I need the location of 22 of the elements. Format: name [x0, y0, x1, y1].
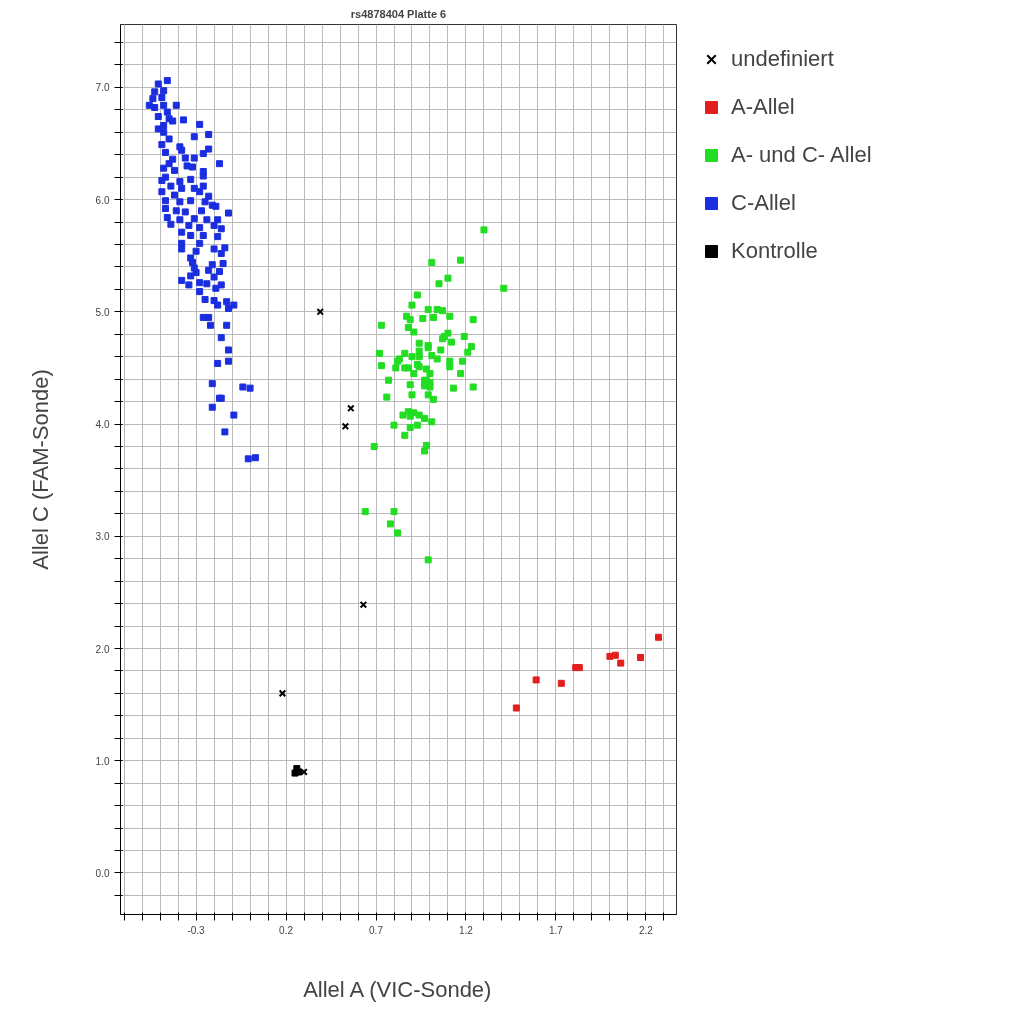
x-tick-label: 0.7: [369, 924, 384, 936]
legend-label: A- und C- Allel: [731, 142, 872, 168]
y-tick-label: 7.0: [95, 82, 110, 94]
x-axis-title: Allel A (VIC-Sonde): [303, 976, 492, 1002]
legend-label: A-Allel: [731, 94, 795, 120]
y-tick-label: 4.0: [95, 419, 110, 431]
x-tick-label: 1.7: [548, 924, 564, 936]
chart-title: rs4878404 Platte 6: [350, 7, 447, 20]
y-tick-label: 3.0: [95, 531, 110, 543]
legend-label: Kontrolle: [731, 238, 818, 264]
x-tick-label: 0.2: [279, 924, 294, 936]
legend-label: undefiniert: [731, 46, 834, 72]
y-axis-title: Allel C (FAM-Sonde): [27, 369, 53, 570]
y-tick-label: 1.0: [95, 755, 110, 767]
y-tick-label: 2.0: [95, 643, 110, 655]
y-tick-label: 5.0: [95, 306, 110, 318]
x-tick-label: 2.2: [638, 924, 654, 936]
x-tick-label: 1.2: [459, 924, 474, 936]
y-tick-label: 0.0: [95, 867, 110, 879]
legend-label: C-Allel: [731, 190, 796, 216]
x-tick-label: -0.3: [187, 924, 206, 936]
y-tick-label: 6.0: [95, 194, 110, 206]
